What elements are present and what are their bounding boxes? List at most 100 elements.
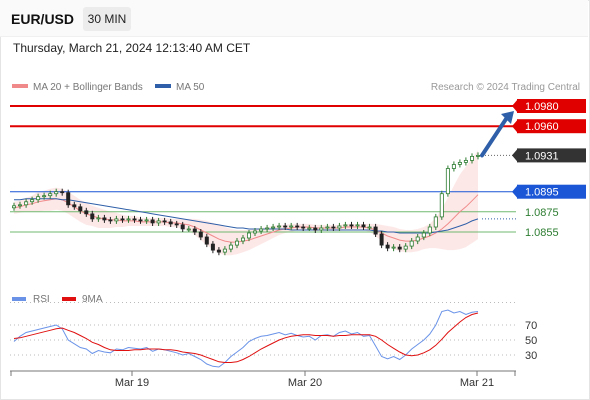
candle-body: [36, 196, 41, 201]
candle-body: [265, 227, 270, 230]
candle-body: [180, 224, 185, 230]
level-label-pointer: [512, 148, 518, 163]
level-label: 1.0931: [525, 150, 559, 162]
bollinger-bands: [14, 150, 478, 256]
candle-body: [156, 220, 161, 224]
candle-body: [367, 226, 372, 229]
candle-body: [475, 154, 480, 157]
candle-body: [397, 246, 402, 250]
candle-body: [174, 223, 179, 226]
rsi-tick-label: 50: [525, 335, 537, 347]
forecast-arrow-head: [501, 111, 514, 124]
rsi-tick-label: 30: [525, 350, 537, 362]
level-label: 1.0855: [525, 227, 559, 239]
candle-body: [319, 227, 324, 231]
candle-body: [114, 218, 119, 222]
level-label: 1.0960: [525, 121, 559, 133]
candle-body: [132, 218, 137, 221]
ma50-legend-swatch: [155, 84, 171, 88]
rsi-line: [13, 309, 479, 368]
candle-body: [216, 249, 221, 253]
candle-body: [295, 225, 300, 228]
candle-body: [331, 226, 336, 229]
candle-body: [60, 191, 65, 194]
candle-body: [361, 224, 366, 228]
time-axis-label: Mar 21: [460, 377, 494, 389]
candle-body: [349, 224, 354, 227]
candle-body: [210, 243, 215, 251]
level-label-box: [517, 184, 586, 199]
candle-body: [222, 248, 227, 253]
candle-body: [469, 155, 474, 161]
forecast-arrow-shaft: [480, 114, 510, 158]
datetime-label: Thursday, March 21, 2024 12:13:40 AM CET: [13, 41, 251, 55]
level-label-pointer: [512, 99, 518, 113]
candle-body: [24, 201, 29, 206]
candle-body: [313, 227, 318, 231]
candle-body: [186, 228, 191, 231]
rsi-ma-line: [13, 312, 479, 363]
level-labels: 1.0980 1.0960 1.0931 1.0895 1.0875 1.0855: [512, 99, 586, 239]
candle-body: [259, 228, 264, 232]
forecast-arrow: [480, 111, 514, 158]
ma20-legend-label: MA 20 + Bollinger Bands: [33, 82, 143, 93]
candle-body: [445, 168, 450, 195]
candle-body: [228, 244, 233, 250]
candle-body: [204, 236, 209, 245]
level-label-box: [517, 99, 586, 113]
candle-body: [301, 226, 306, 229]
level-label: 1.0895: [525, 187, 559, 199]
candle-body: [433, 216, 438, 228]
candle-body: [403, 245, 408, 250]
candle-body: [415, 236, 420, 242]
level-label-box: [517, 119, 586, 134]
candle-body: [144, 219, 149, 222]
price-legend: MA 20 + Bollinger Bands MA 50 Research ©…: [12, 82, 580, 93]
candle-body: [325, 226, 330, 229]
candle-body: [198, 231, 203, 238]
candle-body: [355, 224, 360, 227]
level-lines: [10, 105, 516, 233]
ma50-line: [14, 198, 479, 234]
candle-body: [72, 204, 77, 208]
candle-body: [78, 206, 83, 212]
candle-body: [240, 237, 245, 242]
candle-body: [391, 246, 396, 249]
rsi-panel: 70 50 30: [10, 302, 537, 368]
header-bar: EUR/USD 30 MIN: [0, 0, 588, 37]
candle-body: [11, 205, 16, 209]
rsi-ma-legend-swatch: [62, 297, 76, 301]
candle-body: [439, 193, 444, 218]
candle-body: [48, 193, 53, 197]
timeframe-button[interactable]: 30 MIN: [83, 7, 131, 31]
bollinger-band-area: [14, 150, 478, 256]
candle-body: [150, 219, 155, 224]
candle-body: [120, 218, 125, 221]
level-label-pointer: [512, 184, 518, 199]
candle-body: [289, 225, 294, 228]
candle-body: [168, 221, 173, 225]
time-axis: Mar 19 Mar 20 Mar 21: [10, 370, 516, 389]
level-label: 1.0980: [525, 101, 559, 113]
candle-body: [277, 225, 282, 228]
candle-body: [162, 220, 167, 223]
ma50-legend-label: MA 50: [176, 82, 205, 93]
candle-body: [337, 225, 342, 229]
rsi-tick-label: 70: [525, 320, 537, 332]
candle-body: [421, 232, 426, 238]
candlesticks: [11, 152, 480, 256]
level-label: 1.0875: [525, 207, 559, 219]
candle-body: [271, 226, 276, 229]
candle-body: [379, 233, 384, 246]
candle-body: [54, 191, 59, 195]
candle-body: [108, 219, 113, 222]
candle-body: [234, 240, 239, 246]
candle-body: [138, 219, 143, 222]
candle-body: [42, 195, 47, 198]
candle-body: [30, 199, 35, 203]
candle-body: [385, 244, 390, 249]
time-axis-label: Mar 19: [115, 377, 149, 389]
candle-body: [463, 159, 468, 163]
rsi-legend-label: RSI: [33, 294, 50, 305]
